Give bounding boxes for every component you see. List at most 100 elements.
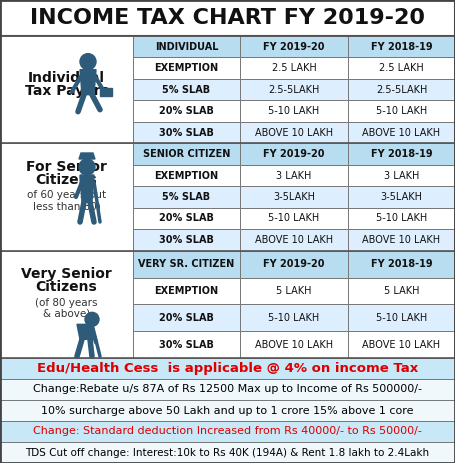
Text: ABOVE 10 LAKH: ABOVE 10 LAKH [363,339,440,350]
Text: 5-10 LAKH: 5-10 LAKH [268,313,319,323]
Text: Citizens: Citizens [35,173,97,187]
Bar [0,379,455,400]
Polygon shape [80,69,96,94]
Text: 5-10 LAKH: 5-10 LAKH [268,213,319,224]
Bar [348,331,455,358]
Text: 2.5 LAKH: 2.5 LAKH [379,63,424,73]
Text: (of 80 years: (of 80 years [35,298,98,308]
Text: ABOVE 10 LAKH: ABOVE 10 LAKH [255,128,333,138]
Bar [348,100,455,122]
Bar [240,186,348,208]
Bar [240,122,348,144]
Text: EXEMPTION: EXEMPTION [154,63,218,73]
Circle shape [79,159,95,175]
Bar [0,442,455,463]
Text: & above): & above) [43,309,90,319]
Bar [0,358,455,379]
Bar [133,186,240,208]
Bar [133,208,240,229]
Bar [0,36,455,358]
Bar [240,144,348,165]
Bar [0,36,133,144]
Text: FY 2019-20: FY 2019-20 [263,149,325,159]
Text: SENIOR CITIZEN: SENIOR CITIZEN [143,149,230,159]
Bar [100,88,112,96]
Text: TDS Cut off change: Interest:10k to Rs 40K (194A) & Rent 1.8 lakh to 2.4Lakh: TDS Cut off change: Interest:10k to Rs 4… [25,448,430,457]
Bar [348,229,455,250]
Text: INCOME TAX CHART FY 2019-20: INCOME TAX CHART FY 2019-20 [30,8,425,28]
Bar [240,36,348,57]
Text: VERY SR. CITIZEN: VERY SR. CITIZEN [138,259,235,269]
Bar [240,250,348,277]
Text: 3-5LAKH: 3-5LAKH [380,192,423,202]
Bar [348,144,455,165]
Bar [240,229,348,250]
Polygon shape [79,153,95,159]
Text: Citizens: Citizens [35,280,97,294]
Bar [348,79,455,100]
Text: Very Senior: Very Senior [21,267,112,281]
Text: Tax Payers: Tax Payers [25,84,108,98]
Bar [348,304,455,331]
Bar [133,79,240,100]
Text: 5-10 LAKH: 5-10 LAKH [376,313,427,323]
Bar [133,122,240,144]
Bar [348,165,455,186]
Bar [133,144,240,165]
Text: 10% surcharge above 50 Lakh and up to 1 crore 15% above 1 core: 10% surcharge above 50 Lakh and up to 1 … [41,406,414,415]
Circle shape [85,313,99,326]
Bar [133,36,240,57]
Text: 2.5-5LAKH: 2.5-5LAKH [268,85,320,94]
Bar [133,229,240,250]
Bar [133,331,240,358]
Text: less than 80): less than 80) [33,201,101,212]
Text: 5 LAKH: 5 LAKH [276,286,312,296]
Text: EXEMPTION: EXEMPTION [154,286,218,296]
Bar [0,421,455,442]
Bar [133,165,240,186]
Bar [240,304,348,331]
Text: 5% SLAB: 5% SLAB [162,192,211,202]
Text: 30% SLAB: 30% SLAB [159,128,214,138]
Bar [240,331,348,358]
Text: FY 2018-19: FY 2018-19 [371,42,432,52]
Bar [348,57,455,79]
Text: EXEMPTION: EXEMPTION [154,170,218,181]
Bar [240,100,348,122]
Bar [348,186,455,208]
Text: For Senior: For Senior [26,160,107,174]
Bar [348,277,455,304]
Text: 3 LAKH: 3 LAKH [276,170,312,181]
Text: 20% SLAB: 20% SLAB [159,313,214,323]
Bar [240,57,348,79]
Bar [133,57,240,79]
Bar [133,277,240,304]
Text: FY 2018-19: FY 2018-19 [371,259,432,269]
Bar [348,208,455,229]
Text: ABOVE 10 LAKH: ABOVE 10 LAKH [255,339,333,350]
Text: 2.5-5LAKH: 2.5-5LAKH [376,85,427,94]
Bar [348,36,455,57]
Text: 5-10 LAKH: 5-10 LAKH [268,106,319,116]
Circle shape [80,54,96,69]
Bar [240,208,348,229]
Text: 5-10 LAKH: 5-10 LAKH [376,213,427,224]
Text: Individual: Individual [28,71,105,85]
Text: 20% SLAB: 20% SLAB [159,106,214,116]
Text: 30% SLAB: 30% SLAB [159,339,214,350]
Text: ABOVE 10 LAKH: ABOVE 10 LAKH [363,128,440,138]
Text: Change: Standard deduction Increased from Rs 40000/- to Rs 50000/-: Change: Standard deduction Increased fro… [33,426,422,437]
Text: Change:Rebate u/s 87A of Rs 12500 Max up to Income of Rs 500000/-: Change:Rebate u/s 87A of Rs 12500 Max up… [33,384,422,394]
Text: FY 2019-20: FY 2019-20 [263,42,325,52]
Bar [133,100,240,122]
Text: of 60 years but: of 60 years but [27,190,106,200]
Bar [133,250,240,277]
Text: 5% SLAB: 5% SLAB [162,85,211,94]
Bar [240,277,348,304]
Polygon shape [77,325,94,339]
Bar [0,400,455,421]
Text: 2.5 LAKH: 2.5 LAKH [272,63,316,73]
Text: FY 2019-20: FY 2019-20 [263,259,325,269]
Text: 20% SLAB: 20% SLAB [159,213,214,224]
Bar [240,79,348,100]
